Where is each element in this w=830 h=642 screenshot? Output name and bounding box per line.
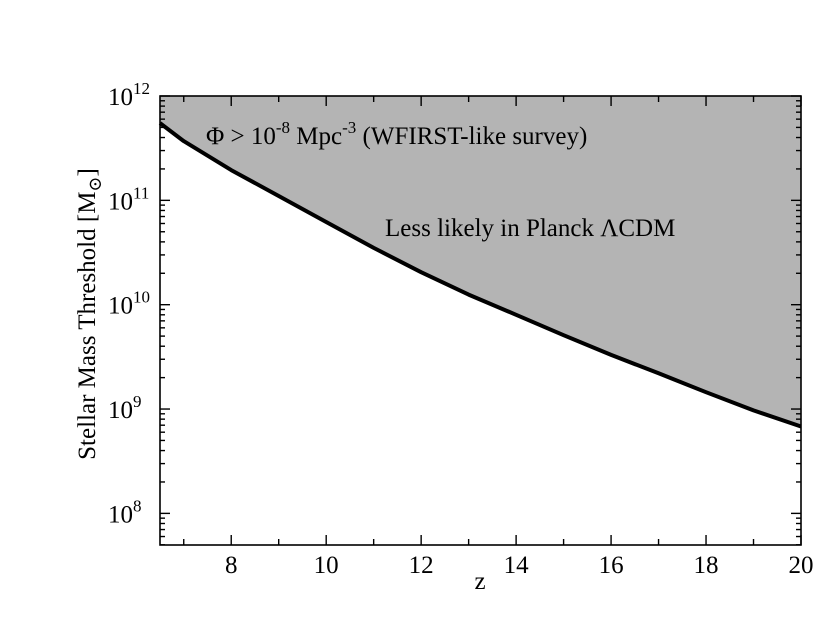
x-tick-label: 16 bbox=[599, 552, 624, 579]
plot-frame bbox=[159, 95, 802, 546]
tick-marks bbox=[160, 95, 802, 546]
y-tick-label: 1012 bbox=[108, 79, 150, 111]
x-tick-label: 10 bbox=[314, 552, 339, 579]
x-tick-labels: 8 10 12 14 16 18 20 bbox=[225, 552, 814, 579]
x-tick-label: 8 bbox=[225, 552, 238, 579]
threshold-curve bbox=[158, 121, 802, 429]
y-axis-label: Stellar Mass Threshold [M⊙] bbox=[74, 168, 105, 460]
x-tick-label: 12 bbox=[409, 552, 434, 579]
x-tick-label: 14 bbox=[504, 552, 530, 579]
y-tick-labels: 108 109 1010 1011 1012 bbox=[108, 79, 150, 528]
y-tick-label: 109 bbox=[108, 392, 142, 424]
x-tick-label: 18 bbox=[694, 552, 719, 579]
shaded-region bbox=[160, 96, 801, 427]
annotation-planck: Less likely in Planck ΛCDM bbox=[385, 215, 675, 242]
y-tick-label: 108 bbox=[108, 496, 142, 528]
annotation-survey: Φ > 10-8 Mpc-3 (WFIRST-like survey) bbox=[206, 118, 587, 150]
y-tick-label: 1010 bbox=[108, 288, 150, 320]
y-tick-label: 1011 bbox=[108, 183, 149, 215]
x-tick-label: 20 bbox=[789, 552, 814, 579]
x-axis-label: z bbox=[474, 568, 485, 595]
